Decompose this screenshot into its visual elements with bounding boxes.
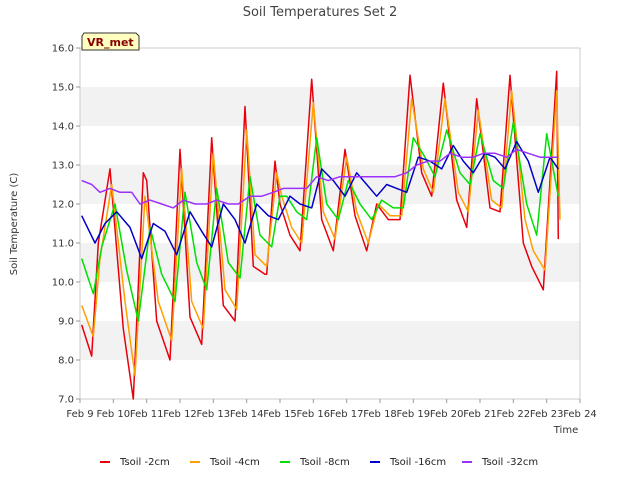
grid-band — [80, 243, 580, 282]
x-tick-label: Feb 17 — [330, 409, 364, 420]
y-tick-label: 13.0 — [52, 161, 74, 172]
y-tick-label: 9.0 — [58, 317, 74, 328]
grid-band — [80, 204, 580, 243]
badge-label: VR_met — [87, 36, 134, 49]
legend-label: Tsoil -2cm — [119, 457, 170, 468]
y-axis-label: Soil Temperature (C) — [9, 173, 20, 276]
x-tick-label: Feb 19 — [397, 409, 431, 420]
series-line-tsoil-32cm — [81, 148, 559, 209]
x-tick-label: Feb 23 — [530, 409, 564, 420]
chart-title: Soil Temperatures Set 2 — [243, 5, 398, 20]
x-tick-label: Feb 21 — [463, 409, 497, 420]
grid-bands — [80, 48, 580, 399]
plot-frame — [79, 47, 581, 400]
x-tick-label: Feb 16 — [297, 409, 331, 420]
y-tick-label: 10.0 — [52, 278, 74, 289]
grid-band — [80, 360, 580, 399]
grid-band — [80, 87, 580, 126]
x-tick-label: Feb 22 — [497, 409, 531, 420]
y-tick-label: 11.0 — [52, 239, 74, 250]
grid-band — [80, 48, 580, 87]
y-tick-label: 8.0 — [58, 356, 74, 367]
badge-box — [81, 32, 140, 51]
legend-label: Tsoil -32cm — [481, 457, 538, 468]
legend-label: Tsoil -16cm — [389, 457, 446, 468]
x-tick-label: Feb 20 — [430, 409, 464, 420]
legend-item: Tsoil -16cm — [370, 457, 446, 468]
x-axis-label: Time — [553, 425, 578, 436]
grid-band — [80, 321, 580, 360]
x-tick-label: Feb 13 — [197, 409, 231, 420]
grid-band — [80, 165, 580, 204]
x-tick-label: Feb 15 — [263, 409, 297, 420]
y-tick-labels: 7.0 8.0 9.0 10.0 11.0 12.0 13.0 14.0 15.0 16.0 — [52, 44, 80, 406]
x-tick-label: Feb 12 — [163, 409, 197, 420]
x-tick-label: Feb 10 — [97, 409, 131, 420]
legend-item: Tsoil -2cm — [100, 457, 170, 468]
legend: Tsoil -2cm Tsoil -4cm Tsoil -8cm Tsoil -16c… — [100, 457, 538, 468]
x-tick-label: Feb 18 — [363, 409, 397, 420]
y-tick-label: 14.0 — [52, 122, 74, 133]
y-tick-label: 15.0 — [52, 83, 74, 94]
legend-label: Tsoil -4cm — [209, 457, 260, 468]
legend-label: Tsoil -8cm — [299, 457, 350, 468]
series-line-tsoil-8cm — [80, 121, 560, 322]
x-tick-label: Feb 11 — [130, 409, 164, 420]
legend-item: Tsoil -32cm — [462, 457, 538, 468]
y-tick-label: 7.0 — [58, 395, 74, 406]
y-tick-label: 12.0 — [52, 200, 74, 211]
x-tick-label: Feb 24 — [563, 409, 597, 420]
vr-met-badge: VR_met — [81, 32, 140, 51]
y-tick-label: 16.0 — [52, 44, 74, 55]
series-line-tsoil-4cm — [80, 90, 561, 377]
series-line-tsoil-16cm — [81, 140, 559, 260]
legend-item: Tsoil -4cm — [190, 457, 260, 468]
series-lines — [80, 70, 561, 400]
x-tick-label: Feb 9 — [66, 409, 93, 420]
x-tick-labels: Feb 9 Feb 10 Feb 11 Feb 12 Feb 13 Feb 14 Feb 1… — [66, 399, 597, 420]
legend-item: Tsoil -8cm — [280, 457, 350, 468]
x-tick-label: Feb 14 — [230, 409, 264, 420]
